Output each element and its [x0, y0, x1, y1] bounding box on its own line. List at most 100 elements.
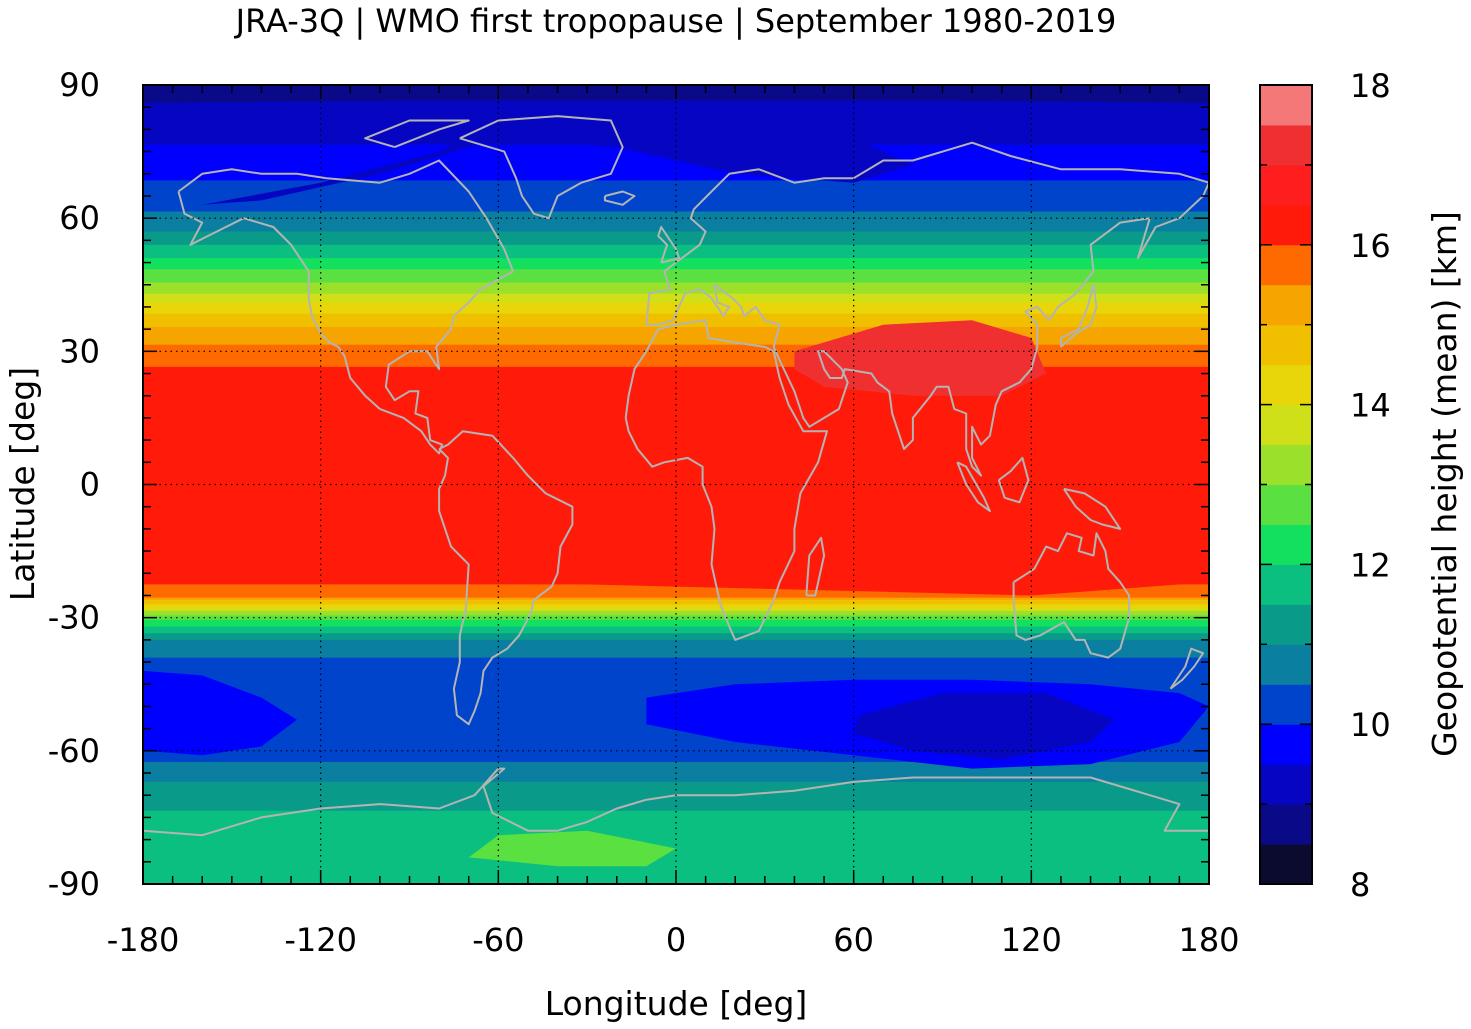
- height-band: [143, 657, 1209, 661]
- height-band: [143, 377, 1209, 381]
- height-band: [143, 209, 1209, 213]
- low-tropopause-pacific: [143, 670, 297, 756]
- height-band: [143, 222, 1209, 226]
- height-band: [143, 764, 1209, 767]
- colorbar-tick-label: 8: [1350, 866, 1370, 904]
- height-band: [143, 329, 1209, 332]
- height-band: [143, 493, 1209, 497]
- height-band: [143, 741, 1209, 745]
- height-band: [143, 255, 1209, 259]
- height-band: [143, 384, 1209, 388]
- height-band: [143, 413, 1209, 417]
- height-band: [143, 191, 1209, 195]
- height-band: [143, 235, 1209, 239]
- colorbar-swatch: [1260, 764, 1312, 805]
- height-band: [143, 477, 1209, 481]
- height-band: [143, 797, 1209, 801]
- height-band: [143, 411, 1209, 415]
- height-band: [143, 531, 1209, 534]
- height-band: [143, 437, 1209, 441]
- height-band: [143, 768, 1209, 772]
- y-tick-label: 0: [80, 466, 100, 504]
- height-band: [143, 644, 1209, 648]
- height-band: [143, 424, 1209, 428]
- height-band: [143, 306, 1209, 310]
- x-tick-label: -120: [284, 921, 357, 959]
- height-band: [143, 346, 1209, 350]
- height-band: [143, 391, 1209, 395]
- height-band: [143, 302, 1209, 306]
- height-band: [143, 187, 1209, 190]
- colorbar-swatch: [1260, 484, 1312, 525]
- height-band: [143, 619, 1209, 623]
- lowest-tropopause-southern-ocean: [853, 693, 1115, 760]
- x-tick-label: 0: [666, 921, 686, 959]
- coast-japan: [1059, 283, 1098, 348]
- height-band: [143, 382, 1209, 386]
- height-band: [143, 448, 1209, 452]
- height-band: [143, 415, 1209, 419]
- height-band: [143, 670, 1209, 674]
- colorbar-swatch: [1260, 124, 1312, 166]
- high-tropopause-asia: [794, 320, 1047, 396]
- height-band: [143, 291, 1209, 295]
- height-band: [143, 264, 1209, 268]
- height-band: [143, 284, 1209, 288]
- coast-africa: [624, 319, 828, 641]
- coast-greenland: [459, 115, 624, 220]
- height-band: [143, 759, 1209, 763]
- x-tick-label: 180: [1178, 921, 1239, 959]
- y-tick-label: -90: [48, 865, 100, 903]
- coast-north-america: [177, 159, 515, 455]
- height-band: [143, 781, 1209, 785]
- coast-iceland: [603, 190, 636, 206]
- height-band: [143, 262, 1209, 266]
- height-band: [143, 846, 1209, 850]
- height-band: [143, 675, 1209, 679]
- height-band: [143, 773, 1209, 776]
- height-band: [143, 648, 1209, 652]
- height-band: [143, 164, 1209, 168]
- height-band: [143, 801, 1209, 805]
- colorbar-tick-label: 16: [1350, 227, 1391, 265]
- height-band: [143, 404, 1209, 408]
- height-band: [143, 355, 1209, 359]
- height-band: [143, 508, 1209, 512]
- height-band: [143, 220, 1209, 224]
- x-tick-label: -60: [472, 921, 524, 959]
- height-band: [143, 861, 1209, 865]
- colorbar-swatch: [1260, 204, 1312, 246]
- tropical-belt-south: [143, 520, 1209, 596]
- height-band: [143, 440, 1209, 443]
- height-band: [143, 335, 1209, 339]
- height-band: [143, 855, 1209, 858]
- height-band: [143, 824, 1209, 827]
- height-band: [143, 357, 1209, 361]
- height-band: [143, 402, 1209, 406]
- height-band: [143, 422, 1209, 426]
- height-band: [143, 866, 1209, 870]
- height-band: [143, 679, 1209, 683]
- height-band: [143, 613, 1209, 617]
- height-band: [143, 213, 1209, 217]
- height-band: [143, 586, 1209, 590]
- height-band: [143, 417, 1209, 421]
- y-tick-labels: 90 60 30 0 -30 -60 -90: [48, 66, 100, 903]
- height-band: [143, 517, 1209, 521]
- colorbar-swatch: [1260, 164, 1312, 206]
- height-band: [143, 229, 1209, 233]
- height-band: [143, 451, 1209, 455]
- coast-south-america: [438, 430, 574, 726]
- height-band: [143, 324, 1209, 328]
- low-tropopause-arctic: [202, 102, 913, 205]
- height-band: [143, 426, 1209, 430]
- colorbar-swatch: [1260, 444, 1312, 485]
- coast-australia: [1012, 532, 1131, 659]
- height-band: [143, 360, 1209, 364]
- x-tick-label: -180: [107, 921, 180, 959]
- height-band: [143, 195, 1209, 199]
- height-band: [143, 351, 1209, 355]
- colorbar-swatch: [1260, 284, 1312, 326]
- height-band: [143, 841, 1209, 845]
